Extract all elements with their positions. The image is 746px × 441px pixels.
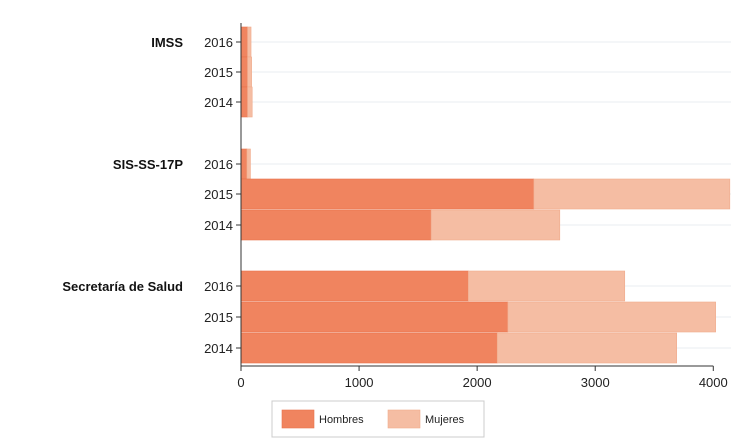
bar-hombres-imss-2015 — [240, 56, 248, 88]
year-label: 2014 — [204, 341, 233, 356]
bar-hombres-secretar-a-de-salud-2014 — [240, 332, 498, 364]
bar-mujeres-imss-2014 — [247, 86, 253, 118]
year-label: 2014 — [204, 95, 233, 110]
group-label: SIS-SS-17P — [113, 157, 183, 172]
bar-mujeres-secretar-a-de-salud-2015 — [507, 301, 716, 333]
legend-swatch-mujeres — [387, 409, 421, 429]
year-label: 2015 — [204, 65, 233, 80]
bar-mujeres-secretar-a-de-salud-2014 — [496, 332, 677, 364]
bar-hombres-sis-ss-17p-2015 — [240, 178, 535, 210]
group-label: IMSS — [151, 35, 183, 50]
bar-hombres-sis-ss-17p-2014 — [240, 209, 432, 241]
bar-hombres-imss-2014 — [240, 86, 248, 118]
bar-mujeres-sis-ss-17p-2015 — [533, 178, 731, 210]
x-tick-label: 3000 — [581, 375, 610, 390]
year-label: 2016 — [204, 279, 233, 294]
bars — [240, 26, 731, 364]
bar-mujeres-imss-2016 — [247, 26, 252, 58]
bar-mujeres-imss-2015 — [247, 56, 252, 88]
bar-hombres-sis-ss-17p-2016 — [240, 148, 248, 180]
year-label: 2016 — [204, 157, 233, 172]
bar-mujeres-sis-ss-17p-2014 — [430, 209, 561, 241]
bar-mujeres-sis-ss-17p-2016 — [246, 148, 251, 180]
x-tick-label: 1000 — [345, 375, 374, 390]
year-label: 2015 — [204, 187, 233, 202]
year-label: 2015 — [204, 310, 233, 325]
labels: 0 1000 2000 3000 4000 2016 2015 2014 IMSS 2016 201… — [62, 35, 727, 390]
x-tick-label: 0 — [237, 375, 244, 390]
bar-hombres-secretar-a-de-salud-2016 — [240, 270, 469, 302]
x-tick-label: 2000 — [463, 375, 492, 390]
legend-swatch-hombres — [281, 409, 315, 429]
axes — [236, 23, 714, 371]
legend-label-hombres: Hombres — [319, 414, 364, 426]
year-label: 2014 — [204, 218, 233, 233]
bar-mujeres-secretar-a-de-salud-2016 — [467, 270, 626, 302]
x-tick-label: 4000 — [699, 375, 728, 390]
group-label: Secretaría de Salud — [62, 279, 183, 294]
bar-hombres-secretar-a-de-salud-2015 — [240, 301, 509, 333]
legend: Hombres Mujeres — [271, 400, 485, 438]
year-label: 2016 — [204, 35, 233, 50]
bar-hombres-imss-2016 — [240, 26, 248, 58]
legend-label-mujeres: Mujeres — [425, 414, 465, 426]
